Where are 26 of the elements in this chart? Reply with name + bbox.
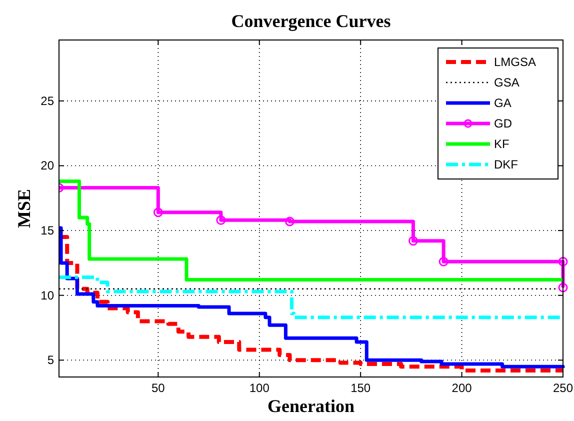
point [153,208,163,218]
point [408,236,418,246]
legend-label: GD [494,116,512,130]
legend-label: KF [494,137,510,151]
chart-title: Convergence Curves [231,11,391,31]
point [284,216,294,226]
legend-label: DKF [494,158,518,172]
point [558,256,568,266]
x-tick-label: 100 [249,381,270,395]
x-tick-label: 200 [452,381,472,395]
x-tick-label: 50 [152,381,166,395]
legend-label: LMGSA [494,55,536,69]
y-tick-label: 20 [40,158,54,173]
y-tick-label: 25 [40,94,54,108]
point [438,256,448,266]
x-tick-label: 250 [552,381,574,395]
legend-label: GSA [494,76,520,90]
legend-label: GA [494,96,512,110]
y-tick-label: 5 [47,353,54,368]
point [216,215,226,225]
y-tick-label: 10 [40,288,54,302]
y-tick-label: 15 [40,224,54,238]
y-axis-title: MSE [14,188,34,228]
x-axis-title: Generation [268,396,354,416]
point [558,282,568,292]
x-tick-label: 150 [350,381,371,395]
